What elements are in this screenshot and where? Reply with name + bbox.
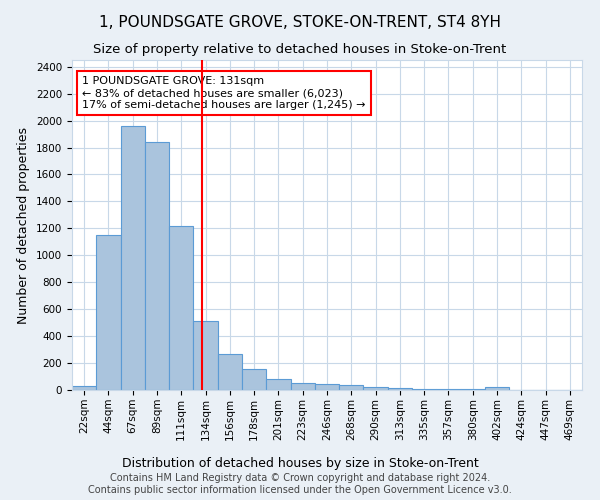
Text: Contains HM Land Registry data © Crown copyright and database right 2024.
Contai: Contains HM Land Registry data © Crown c… xyxy=(88,474,512,495)
Bar xyxy=(412,388,436,390)
Bar xyxy=(485,388,509,390)
Bar xyxy=(169,226,193,390)
Text: Size of property relative to detached houses in Stoke-on-Trent: Size of property relative to detached ho… xyxy=(94,42,506,56)
Y-axis label: Number of detached properties: Number of detached properties xyxy=(17,126,31,324)
Bar xyxy=(96,235,121,390)
Bar xyxy=(242,369,266,390)
Bar xyxy=(315,384,339,390)
Bar xyxy=(364,388,388,390)
Bar xyxy=(218,354,242,390)
Bar xyxy=(72,386,96,390)
Bar xyxy=(339,384,364,390)
Bar xyxy=(388,388,412,390)
Bar xyxy=(193,322,218,390)
Bar xyxy=(290,384,315,390)
Bar xyxy=(121,126,145,390)
Bar xyxy=(266,379,290,390)
Text: 1, POUNDSGATE GROVE, STOKE-ON-TRENT, ST4 8YH: 1, POUNDSGATE GROVE, STOKE-ON-TRENT, ST4… xyxy=(99,15,501,30)
Text: 1 POUNDSGATE GROVE: 131sqm
← 83% of detached houses are smaller (6,023)
17% of s: 1 POUNDSGATE GROVE: 131sqm ← 83% of deta… xyxy=(82,76,366,110)
Bar xyxy=(145,142,169,390)
Text: Distribution of detached houses by size in Stoke-on-Trent: Distribution of detached houses by size … xyxy=(122,458,478,470)
